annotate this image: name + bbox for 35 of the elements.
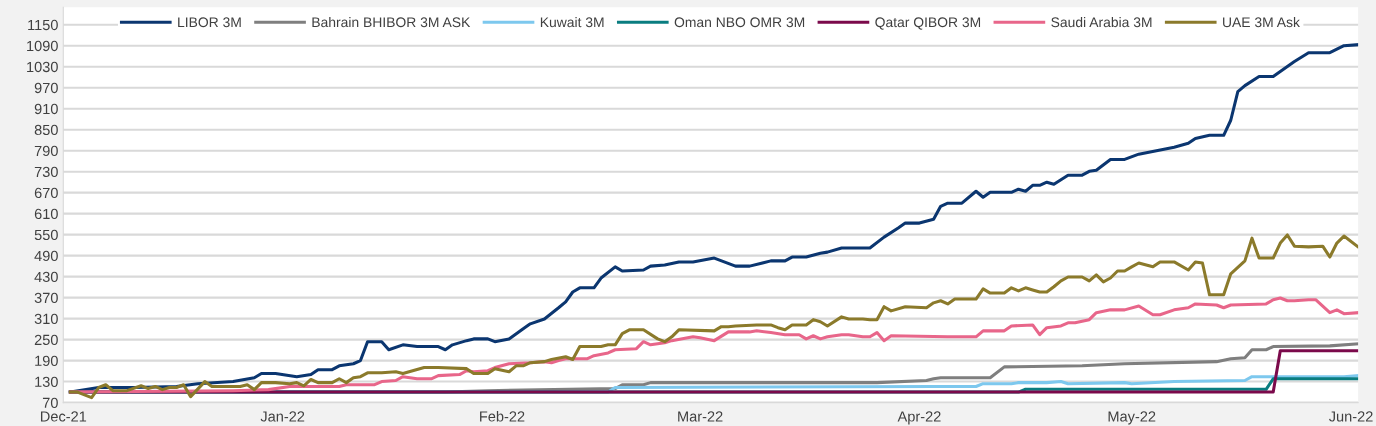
y-tick-label: 490 — [34, 250, 58, 262]
x-tick-label: Feb-22 — [480, 410, 525, 422]
y-tick-label: 790 — [34, 145, 58, 157]
y-tick-label: 970 — [34, 82, 58, 94]
x-tick-label: Apr-22 — [897, 411, 941, 425]
legend-label: UAE 3M Ask — [1223, 16, 1300, 28]
legend-label: Bahrain BHIBOR 3M ASK — [312, 16, 471, 28]
y-tick-label: 310 — [34, 313, 58, 325]
legend-label: Qatar QIBOR 3M — [875, 17, 981, 30]
y-tick-label: 1150 — [28, 19, 58, 31]
line-series — [68, 43, 1359, 394]
legend-label: Saudi Arabia 3M — [1051, 16, 1152, 28]
y-tick-label: 1090 — [27, 40, 58, 52]
y-tick-label: 430 — [34, 271, 58, 283]
y-tick-label: 250 — [34, 334, 58, 346]
y-tick-label: 670 — [34, 187, 58, 199]
y-tick-label: 370 — [34, 292, 58, 304]
x-tick-label: May-22 — [1108, 411, 1156, 425]
y-tick-label: 610 — [34, 208, 58, 220]
x-tick-label: Dec-21 — [40, 411, 87, 422]
y-tick-label: 190 — [35, 355, 58, 367]
legend-label: Oman NBO OMR 3M — [674, 17, 805, 28]
y-tick-label: 910 — [34, 103, 58, 115]
y-tick-label: 730 — [34, 166, 58, 178]
y-tick-label: 130 — [35, 376, 58, 388]
x-tick-label: Jan-22 — [260, 411, 305, 422]
y-tick-label: 550 — [34, 229, 58, 241]
x-tick-label: Jun-22 — [1328, 411, 1373, 422]
y-tick-label: 70 — [42, 397, 58, 408]
legend-label: LIBOR 3M — [178, 17, 241, 28]
y-tick-label: 1030 — [27, 61, 58, 73]
x-tick-label: Mar-22 — [678, 411, 723, 422]
legend-label: Kuwait 3M — [540, 16, 604, 28]
line-series — [68, 233, 1359, 400]
y-tick-label: 850 — [34, 124, 58, 136]
